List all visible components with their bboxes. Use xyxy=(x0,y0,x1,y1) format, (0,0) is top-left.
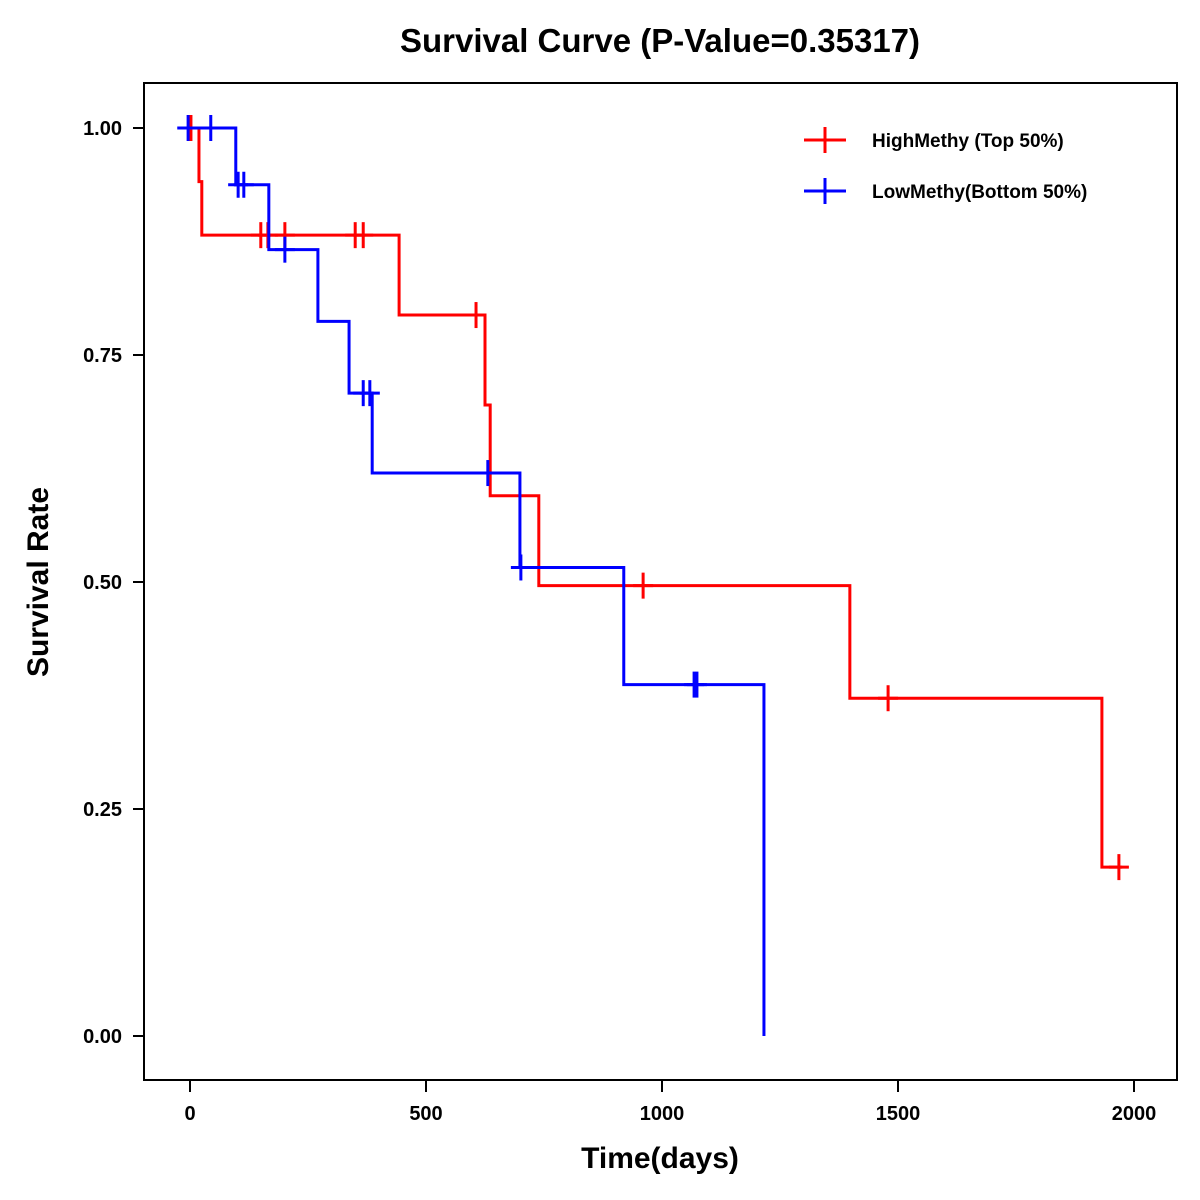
x-tick-label: 500 xyxy=(409,1103,442,1125)
series-layer xyxy=(177,115,1129,1036)
x-tick-label: 0 xyxy=(184,1103,195,1125)
legend: HighMethy (Top 50%) LowMethy(Bottom 50%) xyxy=(804,127,1087,204)
y-tick-label: 0.50 xyxy=(83,572,122,594)
y-axis-label: Survival Rate xyxy=(22,487,55,677)
x-tick-label: 1000 xyxy=(640,1103,685,1125)
y-tick-label: 0.25 xyxy=(83,799,122,821)
x-tick-label: 2000 xyxy=(1112,1103,1157,1125)
y-axis: 0.00 0.25 0.50 0.75 1.00 xyxy=(83,118,144,1048)
y-tick-label: 0.75 xyxy=(83,345,122,367)
x-axis-label: Time(days) xyxy=(581,1142,739,1175)
chart-title: Survival Curve (P-Value=0.35317) xyxy=(400,22,920,59)
survival-step-line xyxy=(177,126,766,1036)
legend-label-high: HighMethy (Top 50%) xyxy=(872,131,1064,152)
series-high-methy xyxy=(180,115,1129,881)
x-axis: 0 500 1000 1500 2000 xyxy=(184,1080,1156,1125)
legend-item-high: HighMethy (Top 50%) xyxy=(804,127,1064,153)
y-tick-label: 1.00 xyxy=(83,118,122,140)
survival-step-line xyxy=(190,126,1123,869)
y-tick-label: 0.00 xyxy=(83,1026,122,1048)
plot-frame xyxy=(143,82,1178,1081)
legend-item-low: LowMethy(Bottom 50%) xyxy=(804,178,1087,204)
legend-label-low: LowMethy(Bottom 50%) xyxy=(872,182,1087,203)
x-tick-label: 1500 xyxy=(876,1103,921,1125)
series-low-methy xyxy=(177,115,766,1036)
